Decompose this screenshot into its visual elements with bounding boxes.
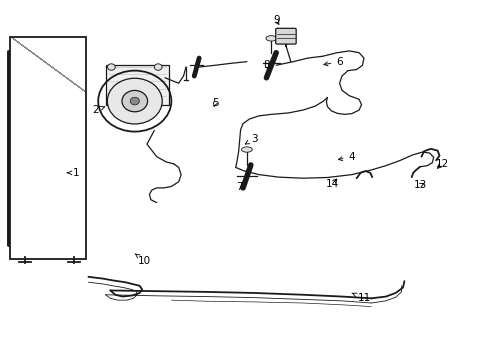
Text: 8: 8 [263,60,269,70]
Ellipse shape [130,97,139,105]
Text: 14: 14 [325,179,338,189]
Text: 3: 3 [245,134,257,144]
Text: 13: 13 [412,180,426,190]
Text: 11: 11 [351,293,370,303]
Text: 4: 4 [338,152,354,162]
Ellipse shape [107,64,115,70]
FancyBboxPatch shape [105,65,168,105]
Text: 5: 5 [211,98,218,108]
Text: 1: 1 [67,168,80,178]
Text: 12: 12 [434,159,447,169]
Ellipse shape [107,78,162,124]
Ellipse shape [241,147,252,152]
Text: 2: 2 [92,105,104,115]
Text: 7: 7 [236,182,245,192]
FancyBboxPatch shape [275,28,296,44]
Text: 10: 10 [135,254,151,266]
Ellipse shape [265,36,276,41]
Ellipse shape [154,64,162,70]
Ellipse shape [122,90,147,112]
Text: 9: 9 [272,15,279,26]
Text: 6: 6 [323,57,342,67]
